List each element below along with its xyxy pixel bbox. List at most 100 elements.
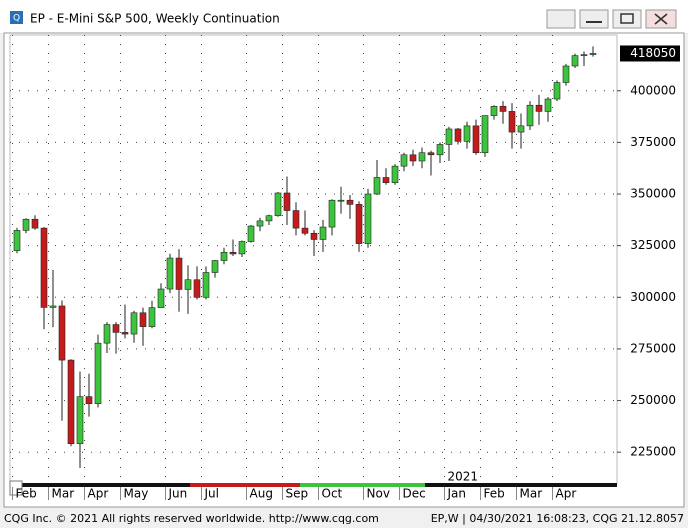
candle-body xyxy=(337,199,345,202)
minimize-button[interactable] xyxy=(579,9,609,29)
candle-body xyxy=(445,128,453,145)
candle-body xyxy=(382,177,390,183)
candle-body xyxy=(148,307,156,327)
candle-body xyxy=(139,312,147,327)
x-tick-label: Oct xyxy=(322,487,343,501)
candle-body xyxy=(265,215,273,222)
candle-body xyxy=(67,359,75,445)
candle-body xyxy=(247,225,255,242)
x-tick-label: Aug xyxy=(250,487,273,501)
candle-body xyxy=(418,152,426,162)
x-tick-label: Nov xyxy=(367,487,390,501)
app-icon xyxy=(10,11,23,24)
candle-body xyxy=(517,125,525,133)
candle-body xyxy=(301,227,309,234)
candle-body xyxy=(463,125,471,142)
candle-body xyxy=(373,177,381,195)
x-tick-label: May xyxy=(124,487,149,501)
candle-body xyxy=(589,53,597,55)
candle-body xyxy=(22,218,30,231)
x-tick-label: Mar xyxy=(520,487,543,501)
close-icon xyxy=(654,13,668,25)
candle-body xyxy=(94,342,102,404)
candle-body xyxy=(328,199,336,228)
candle-body xyxy=(355,204,363,244)
x-tick-label: Apr xyxy=(88,487,109,501)
y-tick-label: 400000 xyxy=(630,83,676,97)
candle-body xyxy=(40,227,48,308)
candle-body xyxy=(454,128,462,142)
y-tick-label: 250000 xyxy=(630,393,676,407)
candle-body xyxy=(427,152,435,156)
candle-body xyxy=(184,279,192,290)
x-tick-label: Apr xyxy=(556,487,577,501)
y-tick-label: 375000 xyxy=(630,135,676,149)
candle-body xyxy=(274,192,282,217)
window-title: EP - E-Mini S&P 500, Weekly Continuation xyxy=(30,12,280,26)
candle-body xyxy=(472,125,480,154)
restore-button[interactable] xyxy=(612,9,642,29)
y-tick-label: 350000 xyxy=(630,187,676,201)
candle-body xyxy=(85,396,93,404)
candle-body xyxy=(256,220,264,227)
candle-body xyxy=(562,65,570,83)
candle-body xyxy=(508,111,516,133)
candle-body xyxy=(436,144,444,156)
candle-body xyxy=(157,288,165,308)
last-price-box xyxy=(620,45,680,62)
candle-body xyxy=(103,324,111,344)
link-button[interactable] xyxy=(546,9,576,29)
x-tick-label: Jul xyxy=(204,487,219,501)
y-tick-label: 275000 xyxy=(630,341,676,355)
candle-body xyxy=(346,199,354,205)
candle-body xyxy=(553,82,561,100)
candle-body xyxy=(409,154,417,162)
footer-right: EP,W | 04/30/2021 16:08:23, CQG 21.12.80… xyxy=(431,512,684,525)
candle-body xyxy=(220,251,228,261)
year-label: 2021 xyxy=(448,470,479,484)
x-tick-label: Sep xyxy=(286,487,309,501)
y-tick-label: 225000 xyxy=(630,445,676,459)
x-tick-label: Mar xyxy=(52,487,75,501)
candle-body xyxy=(499,105,507,112)
x-tick-label: Jan xyxy=(447,487,467,501)
app-icon-glyph: Q xyxy=(13,14,20,24)
candle-body xyxy=(319,226,327,240)
candle-body xyxy=(571,55,579,67)
candle-body xyxy=(535,104,543,112)
candle-body xyxy=(112,324,120,333)
candle-body xyxy=(481,115,489,154)
candle-body xyxy=(400,154,408,167)
candle-body xyxy=(391,165,399,183)
candle-body xyxy=(211,260,219,273)
candle-body xyxy=(13,230,21,251)
candle-body xyxy=(544,98,552,112)
candle-body xyxy=(166,257,174,290)
candle-body xyxy=(49,305,57,308)
candle-body xyxy=(283,192,291,211)
session-strip-green xyxy=(300,483,425,487)
candle-body xyxy=(238,241,246,255)
candle-body xyxy=(202,272,210,298)
candle-body xyxy=(76,396,84,445)
candle-body xyxy=(193,279,201,298)
candle-body xyxy=(310,232,318,240)
candle-body xyxy=(526,104,534,127)
candle-body xyxy=(580,54,588,56)
candle-body xyxy=(490,105,498,116)
y-tick-label: 325000 xyxy=(630,238,676,252)
plot-area xyxy=(9,34,618,485)
candle-body xyxy=(58,305,66,361)
x-tick-label: Feb xyxy=(16,487,37,501)
session-strip-red xyxy=(190,483,300,487)
candle-body xyxy=(229,251,237,255)
x-tick-label: Jun xyxy=(168,487,188,501)
footer-left: CQG Inc. © 2021 All rights reserved worl… xyxy=(4,512,379,525)
y-tick-label: 300000 xyxy=(630,290,676,304)
x-tick-label: Feb xyxy=(484,487,505,501)
candle-body xyxy=(175,257,183,290)
candle-body xyxy=(364,193,372,244)
candle-body xyxy=(130,312,138,335)
